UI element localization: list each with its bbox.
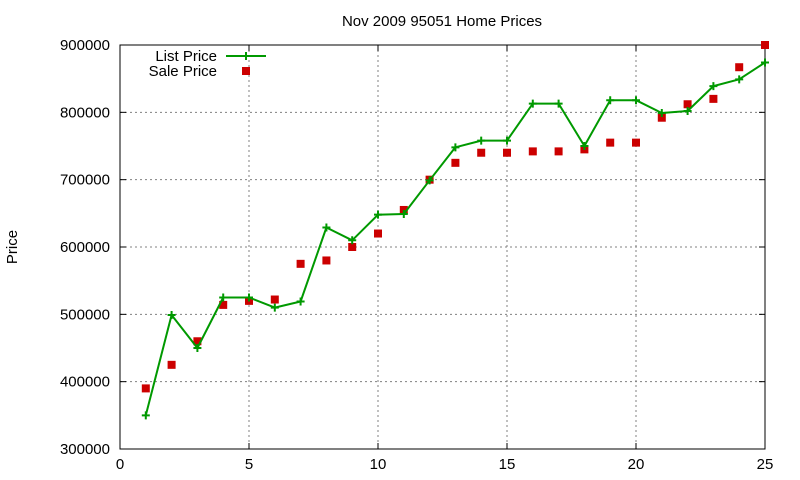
list-price-point	[322, 223, 331, 232]
sale-price-point	[632, 138, 640, 147]
sale-price-point	[141, 384, 150, 393]
sale-price-point	[193, 337, 202, 346]
list-price-point	[193, 344, 202, 352]
list-price-point	[141, 411, 150, 420]
sale-price-point	[322, 256, 331, 265]
y-axis-label: Price	[4, 230, 21, 264]
legend-marker-list-price	[242, 52, 250, 60]
x-tick-label: 0	[116, 456, 124, 473]
y-tick-label: 700000	[60, 172, 110, 189]
sale-price-point	[528, 147, 537, 156]
list-price-point	[580, 142, 589, 150]
sale-price-point	[683, 100, 692, 109]
list-price-point	[735, 75, 744, 84]
y-tick-label: 300000	[60, 441, 110, 458]
x-tick-label: 15	[499, 456, 516, 473]
list-price-point	[528, 99, 537, 108]
list-price-point	[554, 99, 563, 108]
sale-price-point	[270, 295, 279, 304]
grid	[120, 45, 765, 449]
list-price-point	[296, 297, 305, 306]
x-tick-label: 20	[628, 456, 645, 473]
list-price-point	[632, 96, 640, 105]
sale-price-point	[451, 158, 460, 167]
list-price-point	[709, 82, 718, 91]
list-price-point	[657, 109, 666, 118]
legend: List Price Sale Price	[149, 48, 266, 80]
y-tick-label: 400000	[60, 374, 110, 391]
x-tick-label: 5	[245, 456, 253, 473]
axis-ticks: 300000 400000 500000 600000 700000 800000 9000…	[60, 37, 773, 473]
sale-price-point	[735, 63, 744, 72]
y-tick-label: 800000	[60, 104, 110, 121]
list-price-point	[245, 293, 253, 302]
sale-price-point	[296, 259, 305, 268]
list-price-point	[399, 210, 408, 219]
sale-price-point	[167, 360, 176, 369]
list-price-point	[425, 176, 434, 185]
list-price-point	[477, 136, 486, 145]
sale-price-point	[503, 148, 511, 157]
list-price-point	[270, 303, 279, 312]
list-price-point	[451, 143, 460, 152]
x-tick-label: 10	[370, 456, 387, 473]
sale-price-point	[374, 229, 382, 238]
sale-price-point	[554, 147, 563, 156]
sale-price-point	[657, 113, 666, 122]
sale-price-point	[709, 94, 718, 103]
list-price-point	[761, 58, 769, 67]
list-price-point	[503, 136, 511, 145]
legend-marker-sale-price	[242, 67, 250, 75]
legend-label-list-price: List Price	[155, 48, 217, 65]
sale-price-point	[606, 138, 615, 147]
list-price-point	[683, 106, 692, 115]
list-price-point	[374, 210, 382, 219]
sale-price-point	[348, 243, 357, 251]
chart-title: Nov 2009 95051 Home Prices	[342, 13, 542, 30]
sale-price-point	[219, 300, 228, 309]
list-price-line	[144, 61, 766, 416]
list-price-point	[219, 293, 228, 302]
sale-price-point	[399, 205, 408, 214]
x-tick-label: 25	[757, 456, 774, 473]
y-tick-label: 900000	[60, 37, 110, 54]
list-price-point	[348, 236, 357, 245]
y-tick-label: 500000	[60, 306, 110, 323]
list-price-point	[167, 311, 176, 320]
series	[141, 41, 769, 420]
list-price-point	[606, 96, 615, 105]
sale-price-point	[477, 148, 486, 157]
y-tick-label: 600000	[60, 239, 110, 256]
sale-price-point	[761, 41, 769, 49]
legend-label-sale-price: Sale Price	[149, 63, 217, 80]
